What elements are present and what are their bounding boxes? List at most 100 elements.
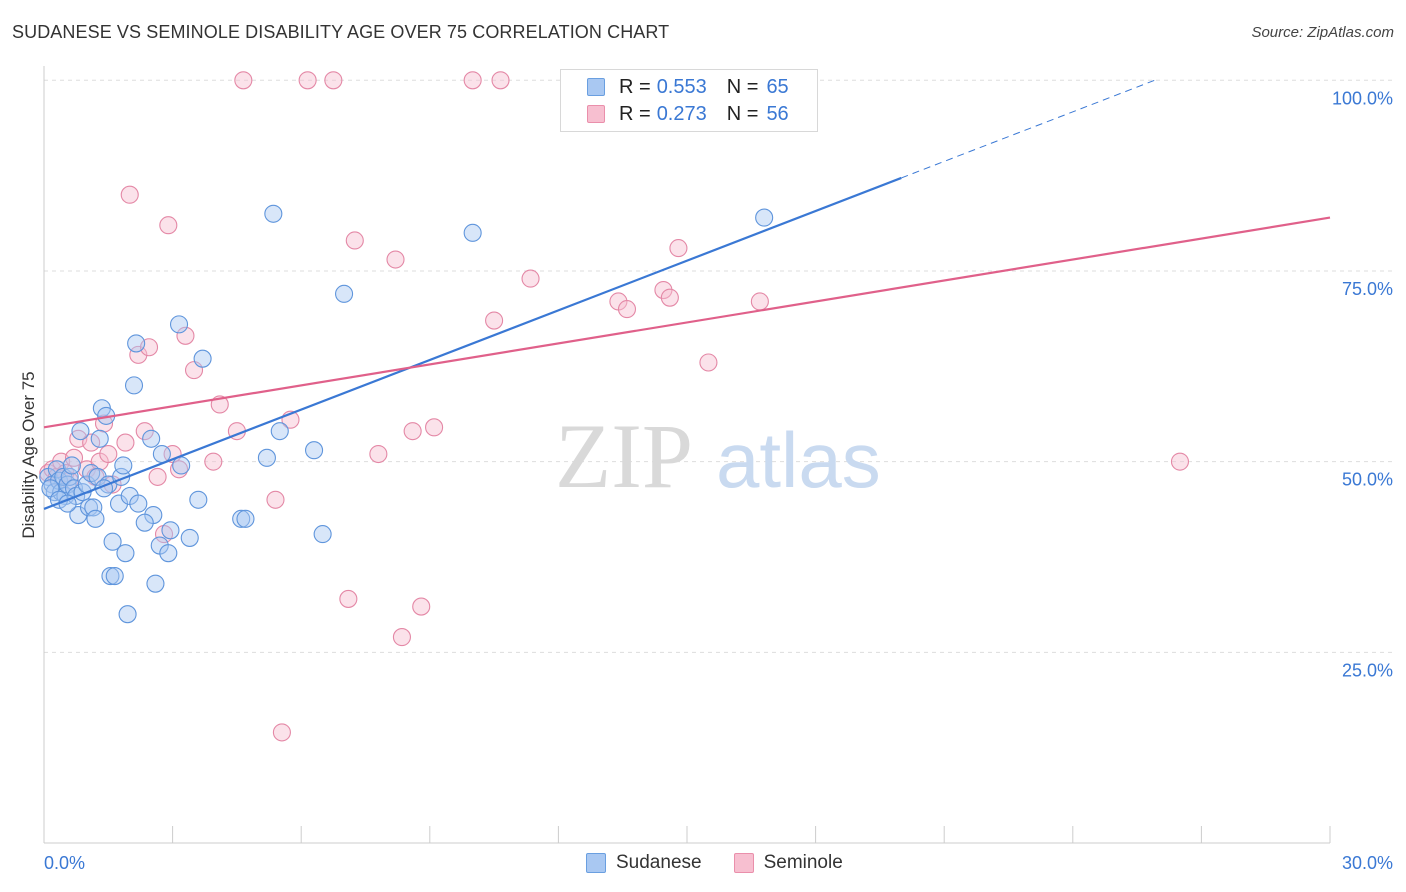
seminole-point bbox=[750, 292, 769, 311]
sudanese-swatch bbox=[586, 853, 606, 873]
seminole-point bbox=[176, 326, 195, 345]
tick-labels: 25.0% 50.0% 75.0% 100.0% 0.0% 30.0% bbox=[44, 88, 1393, 873]
trend-lines bbox=[43, 78, 1331, 510]
correlation-legend: R = 0.553 N = 65 R = 0.273 N = 56 bbox=[560, 69, 818, 132]
sudanese-point bbox=[129, 494, 148, 513]
sudanese-point bbox=[463, 223, 482, 242]
seminole-point bbox=[386, 250, 405, 269]
seminole-points bbox=[39, 71, 1190, 742]
sudanese-point bbox=[103, 532, 122, 551]
seminole-point bbox=[654, 280, 673, 300]
seminole-point bbox=[699, 353, 718, 372]
seminole-point bbox=[485, 311, 504, 330]
sudanese-point bbox=[90, 429, 109, 448]
sudanese-point bbox=[755, 208, 774, 227]
sudanese-point bbox=[189, 490, 208, 509]
seminole-point bbox=[412, 597, 431, 616]
seminole-point bbox=[116, 433, 135, 452]
seminole-point bbox=[463, 71, 482, 90]
sudanese-point bbox=[180, 528, 199, 547]
sudanese-point bbox=[84, 498, 103, 517]
x-tick-label: 0.0% bbox=[44, 853, 85, 873]
seminole-point bbox=[425, 418, 444, 437]
r-value: 0.553 bbox=[656, 75, 707, 98]
seminole-point bbox=[339, 589, 358, 608]
legend-row-seminole: R = 0.273 N = 56 bbox=[587, 102, 789, 126]
sudanese-point bbox=[305, 441, 324, 460]
seminole-point bbox=[234, 71, 253, 90]
seminole-point bbox=[129, 345, 148, 364]
sudanese-point bbox=[114, 456, 133, 475]
r-label: R = bbox=[619, 75, 651, 98]
sudanese-point bbox=[62, 456, 81, 475]
sudanese-point bbox=[335, 284, 354, 303]
seminole-point bbox=[617, 300, 637, 319]
sudanese-point bbox=[79, 498, 99, 517]
sudanese-point bbox=[142, 429, 161, 448]
sudanese-point bbox=[109, 494, 129, 513]
y-tick-label: 100.0% bbox=[1332, 88, 1393, 108]
seminole-point bbox=[135, 422, 154, 441]
y-tick-label: 25.0% bbox=[1342, 660, 1393, 680]
seminole-point bbox=[1170, 452, 1190, 471]
sudanese-point bbox=[71, 422, 90, 441]
sudanese-point bbox=[172, 456, 191, 475]
seminole-point bbox=[120, 185, 139, 204]
watermark: ZIP atlas bbox=[555, 405, 881, 507]
sudanese-point bbox=[105, 567, 124, 586]
seminole-point bbox=[159, 216, 178, 235]
axes bbox=[43, 66, 1331, 844]
sudanese-trend-line bbox=[43, 176, 902, 510]
n-label: N = bbox=[726, 102, 759, 125]
seminole-point bbox=[204, 452, 223, 471]
seminole-swatch bbox=[733, 853, 754, 873]
sudanese-point bbox=[161, 521, 180, 540]
legend-label: Sudanese bbox=[616, 852, 702, 873]
sudanese-point bbox=[257, 448, 276, 467]
sudanese-swatch bbox=[587, 78, 605, 96]
seminole-point bbox=[266, 490, 285, 509]
n-value: 65 bbox=[766, 75, 789, 98]
y-axis-label: Disability Age Over 75 bbox=[19, 371, 38, 538]
seminole-point bbox=[345, 231, 364, 250]
seminole-point bbox=[369, 444, 388, 464]
legend-item-seminole: Seminole bbox=[733, 852, 843, 874]
chart-title: SUDANESE VS SEMINOLE DISABILITY AGE OVER… bbox=[12, 22, 670, 42]
n-label: N = bbox=[726, 75, 759, 98]
sudanese-point bbox=[60, 467, 79, 486]
sudanese-point bbox=[146, 574, 165, 593]
sudanese-point bbox=[232, 509, 251, 528]
sudanese-point bbox=[264, 204, 283, 223]
series-legend: Sudanese Seminole bbox=[586, 852, 875, 874]
sudanese-point bbox=[69, 505, 88, 525]
gridlines bbox=[44, 79, 1392, 653]
seminole-point bbox=[669, 239, 688, 258]
sudanese-point bbox=[116, 544, 135, 563]
watermark-atlas: atlas bbox=[716, 416, 881, 504]
seminole-point bbox=[99, 444, 118, 464]
source-label: Source: ZipAtlas.com bbox=[1251, 24, 1394, 41]
seminole-point bbox=[491, 71, 510, 90]
legend-row-sudanese: R = 0.553 N = 65 bbox=[587, 75, 789, 99]
sudanese-point bbox=[236, 509, 255, 528]
sudanese-point bbox=[169, 315, 189, 334]
r-label: R = bbox=[619, 102, 651, 125]
seminole-point bbox=[148, 467, 167, 486]
seminole-trend-line bbox=[43, 216, 1331, 429]
sudanese-point bbox=[124, 376, 144, 395]
sudanese-point bbox=[270, 422, 289, 441]
legend-item-sudanese: Sudanese bbox=[586, 852, 702, 874]
sudanese-trend-extension bbox=[901, 78, 1159, 179]
seminole-point bbox=[392, 628, 411, 647]
seminole-point bbox=[324, 71, 343, 90]
seminole-point bbox=[298, 71, 317, 90]
sudanese-point bbox=[135, 513, 154, 532]
sudanese-point bbox=[159, 544, 178, 563]
y-tick-label: 75.0% bbox=[1342, 279, 1393, 299]
sudanese-point bbox=[86, 509, 105, 528]
seminole-swatch bbox=[587, 105, 605, 123]
seminole-point bbox=[64, 448, 84, 467]
sudanese-point bbox=[101, 567, 120, 586]
seminole-point bbox=[272, 723, 291, 742]
